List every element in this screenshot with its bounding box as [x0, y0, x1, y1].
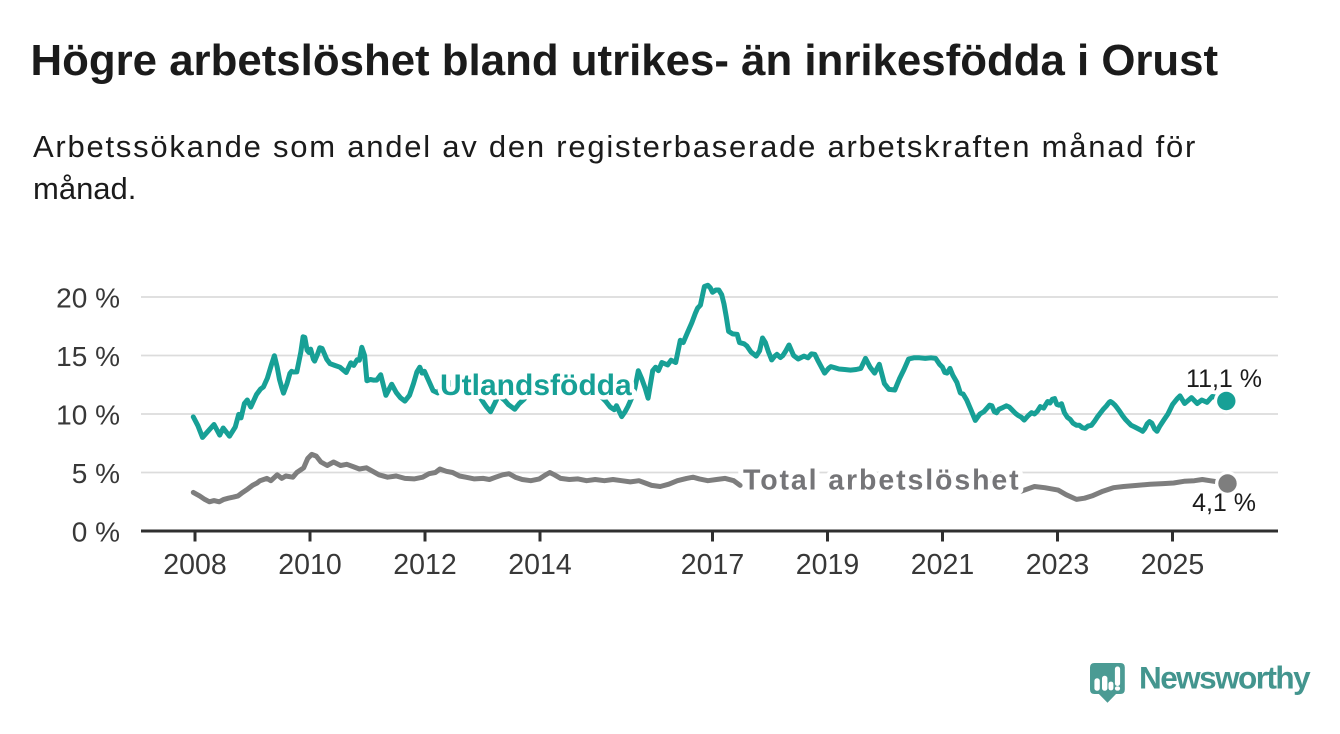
svg-text:Arbetssökande som andel av den: Arbetssökande som andel av den registerb…	[33, 129, 1197, 164]
svg-text:15 %: 15 %	[56, 341, 120, 372]
svg-text:11,1 %: 11,1 %	[1186, 365, 1262, 393]
svg-text:Högre arbetslöshet bland utrik: Högre arbetslöshet bland utrikes- än inr…	[31, 36, 1219, 85]
svg-text:2010: 2010	[278, 549, 341, 581]
svg-text:Utlandsfödda: Utlandsfödda	[440, 369, 632, 402]
svg-text:2025: 2025	[1141, 549, 1204, 581]
svg-text:2014: 2014	[508, 549, 572, 581]
svg-text:10 %: 10 %	[56, 400, 120, 431]
svg-text:2019: 2019	[796, 549, 859, 581]
svg-text:Newsworthy: Newsworthy	[1139, 660, 1311, 696]
svg-text:4,1 %: 4,1 %	[1192, 489, 1256, 517]
svg-text:2012: 2012	[393, 549, 456, 581]
svg-text:0 %: 0 %	[72, 517, 120, 548]
svg-text:Total arbetslöshet: Total arbetslöshet	[743, 465, 1021, 497]
svg-text:2008: 2008	[163, 549, 226, 581]
svg-text:20 %: 20 %	[56, 283, 120, 314]
svg-text:2021: 2021	[911, 549, 974, 581]
svg-text:Total arbetslöshet: Total arbetslöshet	[743, 465, 1021, 497]
svg-text:månad.: månad.	[33, 171, 136, 206]
svg-text:2023: 2023	[1026, 549, 1089, 581]
svg-text:5 %: 5 %	[72, 458, 120, 489]
svg-text:2017: 2017	[681, 549, 744, 581]
svg-text:Utlandsfödda: Utlandsfödda	[440, 369, 632, 402]
